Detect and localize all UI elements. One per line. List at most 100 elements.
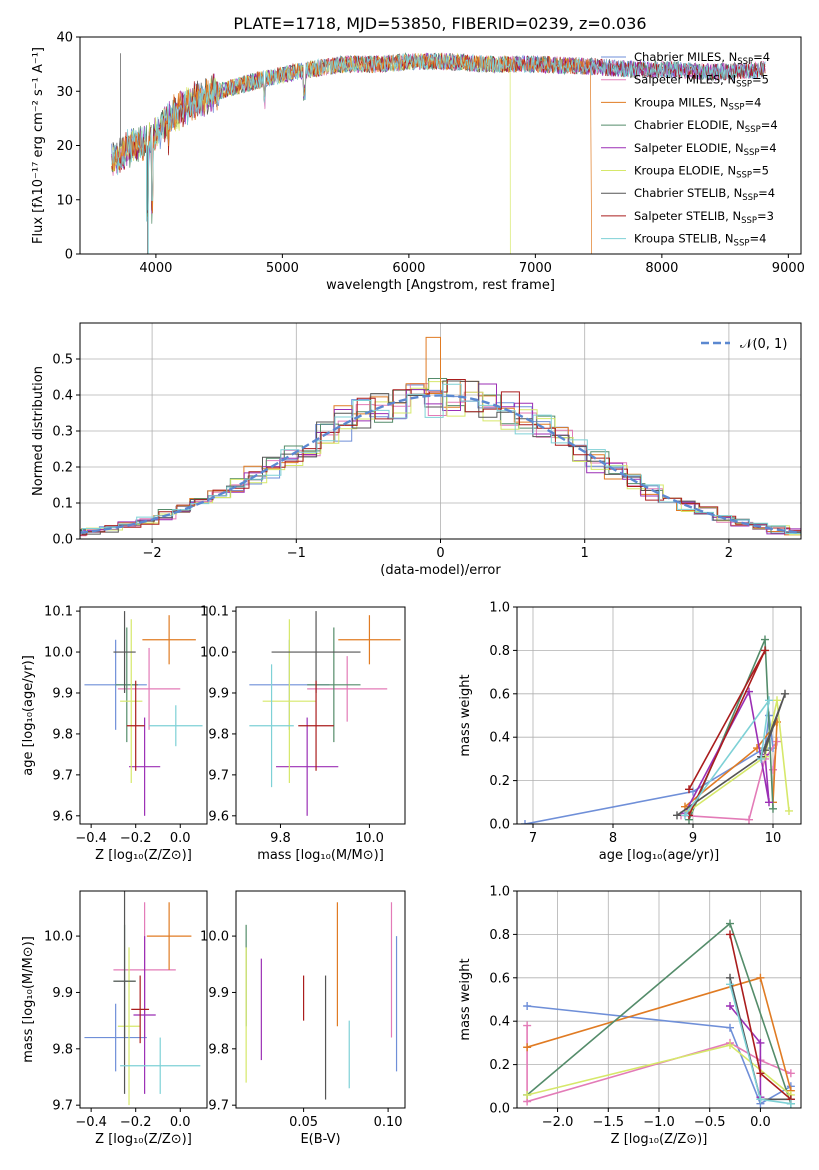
weight-marker	[523, 1021, 532, 1030]
x-tick-label: −1.5	[592, 1115, 624, 1130]
weight-line	[684, 689, 770, 814]
age-vs-z-panel: −0.4 −0.2 0.0 9.6 9.7 9.8 9.9 10.0 10.1 Z [log₁₀(…	[21, 605, 208, 863]
x-axis-label: Z [log₁₀(Z/Z⊙)]	[95, 848, 192, 863]
y-tick-label: 9.6	[208, 809, 229, 824]
weight-marker	[726, 1002, 734, 1011]
legend-label: Salpeter MILES, NSSP=5	[634, 73, 769, 90]
x-tick-label: −0.4	[75, 1115, 107, 1130]
legend-label: Chabrier ELODIE, NSSP=4	[634, 118, 778, 135]
mass-vs-z-points	[84, 891, 201, 1106]
x-axis-label: age [log₁₀(age/yr)]	[599, 848, 720, 863]
weight-marker	[786, 1069, 795, 1078]
y-tick-label: 0.6	[489, 687, 510, 702]
weight-marker	[726, 930, 734, 939]
y-tick-label: 0.6	[489, 971, 510, 986]
x-tick-label: 0.0	[750, 1115, 771, 1130]
legend-subscript: SSP	[745, 125, 761, 135]
x-tick-label: 0.0	[170, 831, 191, 846]
legend-name: Salpeter STELIB, N	[634, 209, 741, 223]
weight-marker	[785, 806, 793, 815]
residual-series-group	[80, 336, 801, 537]
axes-frame	[79, 606, 208, 825]
weight-marker	[761, 646, 769, 655]
axes-frame	[79, 890, 208, 1109]
x-axis-label: E(B-V)	[300, 1132, 340, 1147]
weight-marker	[786, 1099, 795, 1108]
weight-marker	[756, 1069, 765, 1078]
x-tick-label: 9	[689, 831, 697, 846]
legend-count: =4	[744, 95, 761, 109]
weight-marker	[765, 696, 773, 705]
weight-line	[676, 693, 786, 816]
x-axis-label: wavelength [Angstrom, rest frame]	[326, 278, 555, 293]
legend-label: Kroupa STELIB, NSSP=4	[634, 232, 766, 249]
weight-line	[684, 719, 778, 808]
y-tick-label: 0.4	[489, 731, 510, 746]
y-tick-label: 0.4	[489, 1015, 510, 1030]
legend-label: Kroupa ELODIE, NSSP=5	[634, 164, 769, 181]
axes-frame	[516, 606, 802, 825]
weight-marker	[757, 754, 765, 763]
y-tick-label: 0.3	[52, 425, 73, 440]
y-tick-label: 0.2	[489, 1058, 510, 1073]
x-tick-label: −1.0	[643, 1115, 675, 1130]
y-tick-label: 0.2	[52, 461, 73, 476]
x-tick-label: 9000	[772, 261, 805, 276]
x-tick-label: −0.2	[120, 1115, 152, 1130]
weight-marker	[773, 696, 781, 705]
legend-count: =4	[749, 232, 766, 246]
x-tick-label: 0.05	[289, 1115, 318, 1130]
y-tick-label: 9.9	[208, 986, 229, 1001]
axes-frame	[79, 36, 802, 255]
legend-subscript: SSP	[736, 80, 752, 90]
weight-marker	[521, 820, 529, 824]
legend-name: Chabrier ELODIE, N	[634, 118, 745, 132]
spectrum-line	[111, 53, 593, 254]
weight-marker	[769, 804, 777, 813]
normal-curve	[80, 394, 801, 534]
y-axis-label: Normed distribution	[31, 366, 46, 496]
axes-frame	[235, 606, 406, 825]
y-tick-label: 9.9	[52, 986, 73, 1001]
weight-marker	[681, 811, 689, 820]
y-tick-label: 0	[65, 248, 73, 263]
figure-title: PLATE=1718, MJD=53850, FIBERID=0239, z=0…	[233, 14, 646, 33]
axes-frame	[79, 322, 802, 540]
legend-name: Salpeter ELODIE, N	[634, 141, 744, 155]
legend-name: Kroupa ELODIE, N	[634, 164, 736, 178]
y-axis-label: mass weight	[458, 958, 473, 1040]
y-tick-label: 10.0	[44, 930, 73, 945]
y-axis-label: age [log₁₀(age/yr)]	[21, 655, 36, 776]
legend-label: Salpeter ELODIE, NSSP=4	[634, 141, 777, 158]
weight-marker	[726, 919, 734, 928]
spectrum-panel: 4000 5000 6000 7000 8000 9000 0 10 20 30 40 wavelen…	[31, 31, 805, 294]
weight-marker	[756, 1038, 765, 1047]
y-tick-label: 0.4	[52, 389, 73, 404]
x-tick-label: 10.0	[355, 831, 384, 846]
x-tick-label: 7	[529, 831, 537, 846]
legend-subscript: SSP	[737, 57, 753, 67]
x-tick-label: 6000	[392, 261, 425, 276]
spectrum-line	[111, 52, 511, 254]
x-tick-label: −0.4	[75, 831, 107, 846]
legend-label: Salpeter STELIB, NSSP=3	[634, 209, 774, 226]
y-tick-label: 9.7	[208, 1099, 229, 1114]
legend-subscript: SSP	[736, 171, 752, 181]
x-tick-label: −2	[143, 546, 162, 561]
y-tick-label: 10.0	[200, 646, 229, 661]
y-tick-label: 0.8	[489, 928, 510, 943]
legend-subscript: SSP	[742, 193, 758, 203]
weight-marker	[756, 1095, 765, 1104]
y-tick-label: 9.7	[208, 768, 229, 783]
weight-marker	[773, 737, 781, 746]
legend-label: 𝒩(0, 1)	[740, 337, 787, 352]
y-tick-label: 0.1	[52, 497, 73, 512]
weight-marker	[765, 798, 773, 807]
y-tick-label: 10	[56, 193, 73, 208]
y-tick-label: 9.6	[52, 809, 73, 824]
x-tick-label: −0.2	[120, 831, 152, 846]
x-tick-label: −1	[287, 546, 306, 561]
x-tick-label: 5000	[266, 261, 299, 276]
